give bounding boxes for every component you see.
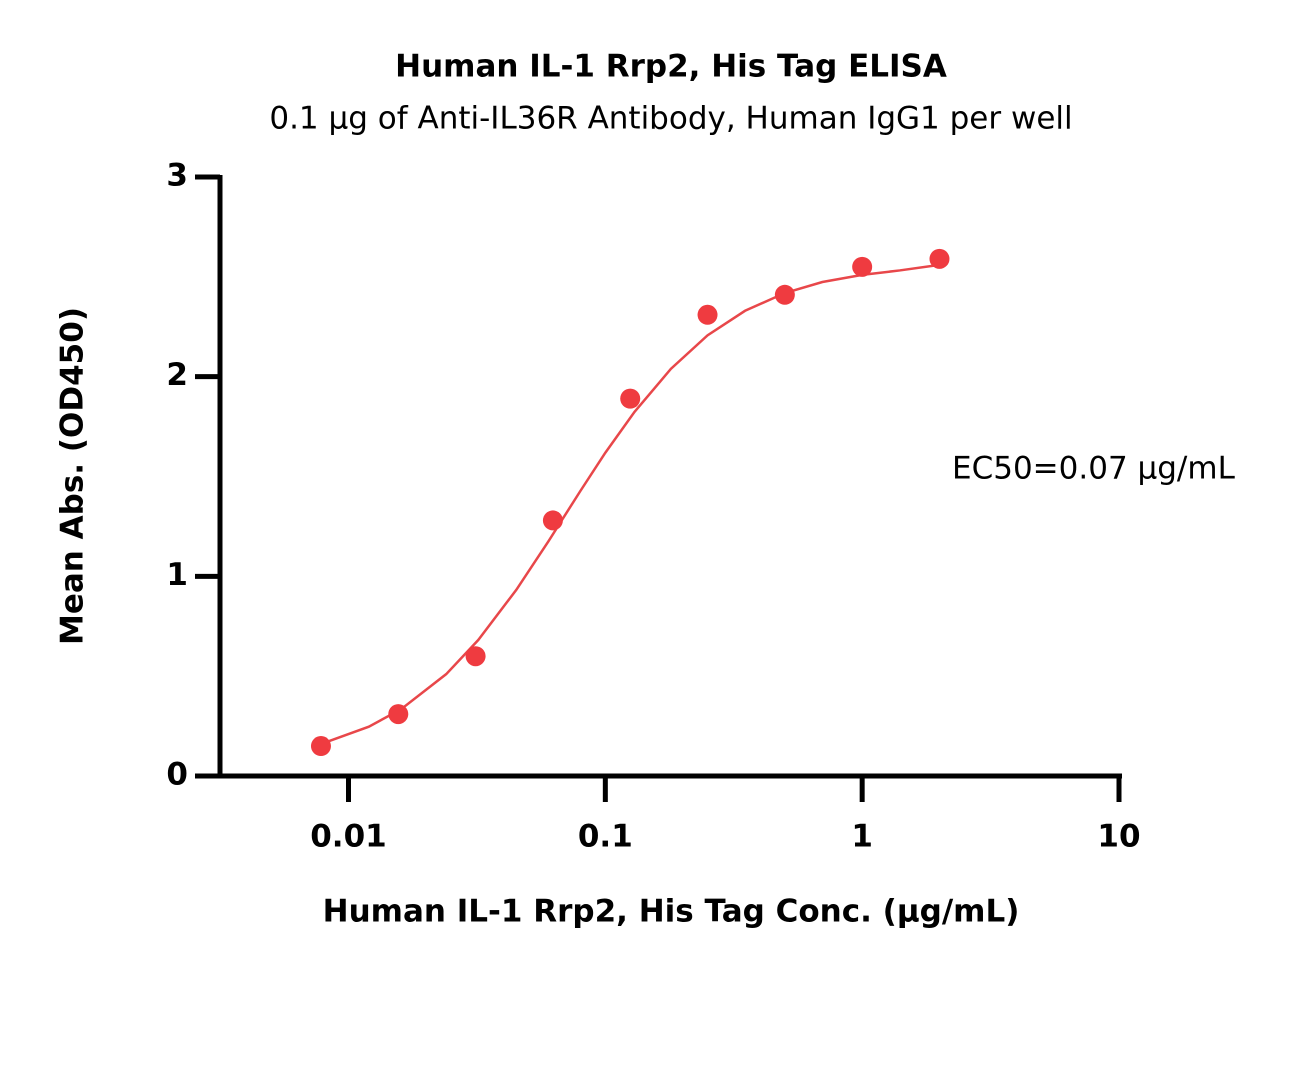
data-point: [852, 256, 873, 277]
x-tick-label: 0.1: [578, 819, 633, 855]
y-tick-label: 2: [166, 357, 188, 393]
x-tick-label: 1: [851, 819, 873, 855]
y-tick-label: 1: [166, 557, 188, 593]
x-tick-label: 0.01: [310, 819, 387, 855]
y-tick-label: 0: [166, 757, 188, 793]
data-point: [620, 388, 641, 409]
annotation: EC50=0.07 μg/mL: [952, 451, 1236, 487]
data-point: [388, 704, 409, 725]
x-axis-label: Human IL-1 Rrp2, His Tag Conc. (μg/mL): [323, 894, 1020, 930]
x-tick-label: 10: [1097, 819, 1140, 855]
data-point: [929, 248, 950, 269]
data-point: [697, 304, 718, 325]
y-tick-label: 3: [166, 158, 188, 194]
chart-subtitle: 0.1 μg of Anti-IL36R Antibody, Human IgG…: [269, 101, 1072, 137]
y-axis-label: Mean Abs. (OD450): [55, 307, 91, 645]
fit-curve: [323, 263, 940, 745]
chart-title: Human IL-1 Rrp2, His Tag ELISA: [395, 49, 947, 85]
data-point: [774, 284, 795, 305]
data-point: [542, 510, 563, 531]
data-point: [465, 646, 486, 667]
data-point: [310, 736, 331, 757]
